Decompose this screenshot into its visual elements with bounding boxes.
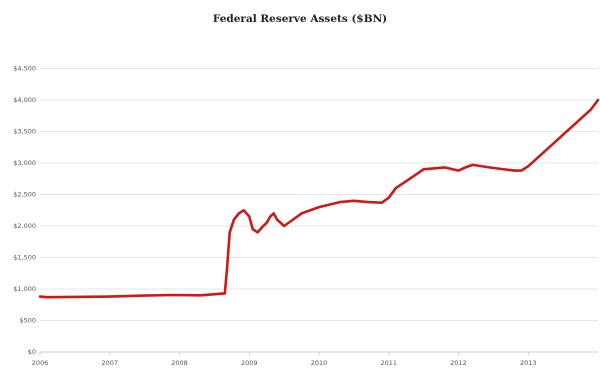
y-axis-ticks: $0 $500 $1,000 $1,500 $2,000 $2,500 $3,000 $3,5… <box>13 65 36 357</box>
y-tick-label: $1,000 <box>13 285 36 293</box>
x-tick-label: 2013 <box>520 359 537 367</box>
y-tick-label: $3,500 <box>13 128 36 136</box>
x-tick-label: 2010 <box>311 359 328 367</box>
x-tick-label: 2006 <box>32 359 49 367</box>
y-tick-label: $500 <box>19 317 36 325</box>
gridlines <box>40 68 598 353</box>
x-tick-label: 2012 <box>450 359 467 367</box>
x-tick-label: 2007 <box>101 359 118 367</box>
series-layer <box>38 98 600 299</box>
y-tick-label: $2,500 <box>13 191 36 199</box>
y-tick-label: $0 <box>28 348 36 356</box>
y-tick-label: $1,500 <box>13 254 36 262</box>
series-line <box>38 98 600 299</box>
y-tick-label: $2,000 <box>13 222 36 230</box>
x-tick-label: 2009 <box>241 359 258 367</box>
y-tick-label: $4,500 <box>13 65 36 73</box>
x-axis-ticks: 2006 2007 2008 2009 2010 2011 2012 2013 <box>32 352 537 367</box>
chart-title: Federal Reserve Assets ($BN) <box>213 13 387 25</box>
y-tick-label: $3,000 <box>13 159 36 167</box>
x-tick-label: 2011 <box>380 359 397 367</box>
y-tick-label: $4,000 <box>13 96 36 104</box>
x-tick-label: 2008 <box>171 359 188 367</box>
